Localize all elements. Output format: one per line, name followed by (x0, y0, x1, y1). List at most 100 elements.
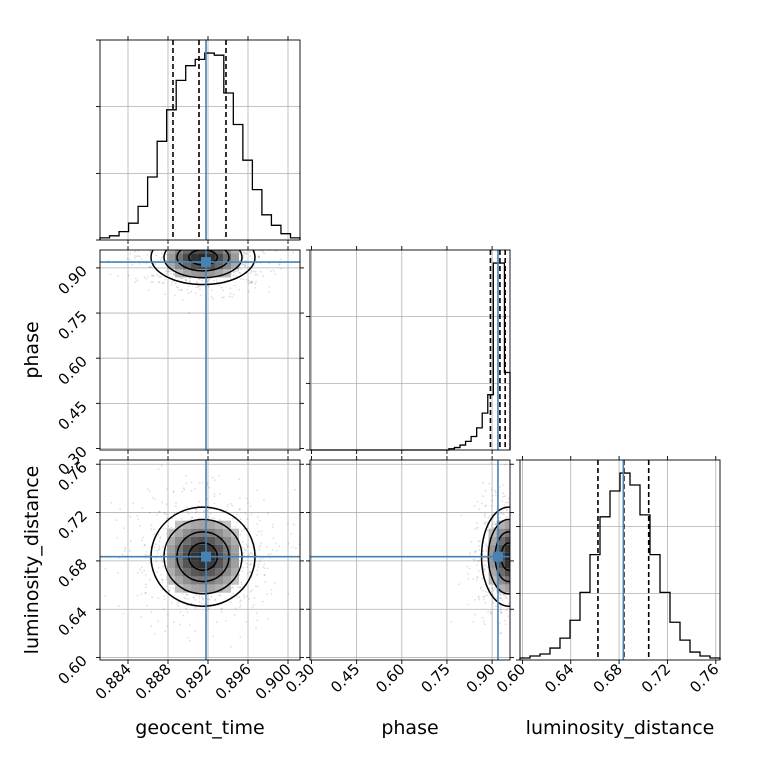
sample-point (143, 276, 146, 279)
sample-point (177, 605, 180, 607)
sample-point (513, 585, 515, 587)
sample-point (262, 275, 264, 277)
sample-point (518, 601, 520, 603)
sample-point (514, 570, 516, 572)
sample-point (467, 577, 470, 580)
sample-point (513, 604, 515, 606)
density-cell (199, 250, 207, 254)
sample-point (506, 508, 508, 511)
sample-point (239, 246, 241, 248)
sample-point (202, 231, 204, 233)
density-cell (513, 577, 521, 585)
sample-point (539, 564, 541, 566)
sample-point (244, 512, 247, 515)
sample-point (192, 596, 195, 598)
sample-point (157, 620, 160, 623)
sample-point (529, 509, 531, 511)
sample-point (234, 270, 236, 273)
sample-point (178, 601, 180, 604)
sample-point (145, 591, 147, 594)
axes-frame (309, 249, 511, 451)
sample-point (194, 237, 196, 239)
sample-point (515, 577, 517, 579)
sample-point (198, 601, 201, 603)
sample-point (184, 278, 187, 281)
sample-point (520, 518, 522, 520)
sample-point (195, 234, 197, 236)
sample-point (525, 515, 527, 517)
sample-point (523, 522, 525, 524)
sample-point (214, 479, 217, 481)
sample-point (165, 253, 168, 256)
xtick-label-luminosity_distance: 0.60 (493, 660, 529, 696)
density-cell (223, 536, 231, 545)
sample-point (222, 296, 225, 298)
sample-point (466, 603, 469, 606)
sample-point (136, 594, 139, 597)
sample-point (534, 572, 536, 574)
sample-point (503, 504, 506, 507)
density-cell (496, 584, 505, 593)
sample-point (175, 246, 177, 248)
sample-point (512, 606, 514, 608)
sample-point (110, 501, 112, 504)
sample-point (148, 578, 151, 581)
sample-point (511, 573, 513, 575)
sample-point (251, 553, 254, 555)
sample-point (516, 499, 518, 501)
sample-point (235, 513, 238, 515)
sample-point (214, 235, 216, 237)
sample-point (190, 489, 193, 492)
sample-point (528, 554, 530, 556)
sample-point (501, 599, 504, 601)
sample-point (166, 270, 169, 273)
sample-point (182, 220, 184, 222)
sample-point (490, 525, 493, 528)
sample-point (511, 562, 513, 564)
sample-point (159, 222, 161, 224)
sample-point (239, 242, 241, 244)
sample-point (531, 572, 533, 574)
sample-point (511, 527, 513, 529)
axes-frame (309, 459, 511, 661)
sample-point (197, 245, 199, 247)
sample-point (266, 593, 269, 596)
sample-point (532, 571, 534, 573)
sample-point (292, 523, 295, 526)
sample-point (141, 566, 143, 569)
sample-point (162, 282, 165, 284)
sample-point (517, 523, 519, 525)
sample-point (173, 512, 176, 515)
density-cell (191, 269, 199, 278)
sample-point (248, 279, 250, 282)
sample-point (195, 286, 198, 289)
sample-point (484, 516, 487, 519)
sample-point (450, 621, 453, 623)
density-cell (215, 253, 223, 262)
sample-point (249, 590, 252, 593)
sample-point (510, 537, 512, 539)
sample-point (188, 512, 190, 515)
sample-point (198, 597, 201, 599)
sample-point (287, 593, 290, 595)
sample-point (163, 232, 165, 234)
sample-point (202, 511, 205, 513)
sample-point (246, 566, 249, 568)
sample-point (240, 599, 242, 602)
sample-point (167, 525, 170, 527)
sample-point (239, 606, 241, 609)
sample-point (226, 505, 229, 508)
density-cell (215, 261, 223, 270)
sample-point (242, 262, 244, 265)
sample-point (216, 231, 218, 233)
sample-point (149, 265, 152, 268)
sample-point (526, 543, 528, 545)
sample-point (153, 262, 156, 265)
sample-point (527, 534, 529, 536)
sample-point (222, 244, 224, 246)
sample-point (531, 512, 533, 514)
density-cell (521, 553, 529, 561)
sample-point (532, 548, 534, 550)
sample-point (255, 626, 257, 629)
sample-point (166, 517, 169, 520)
